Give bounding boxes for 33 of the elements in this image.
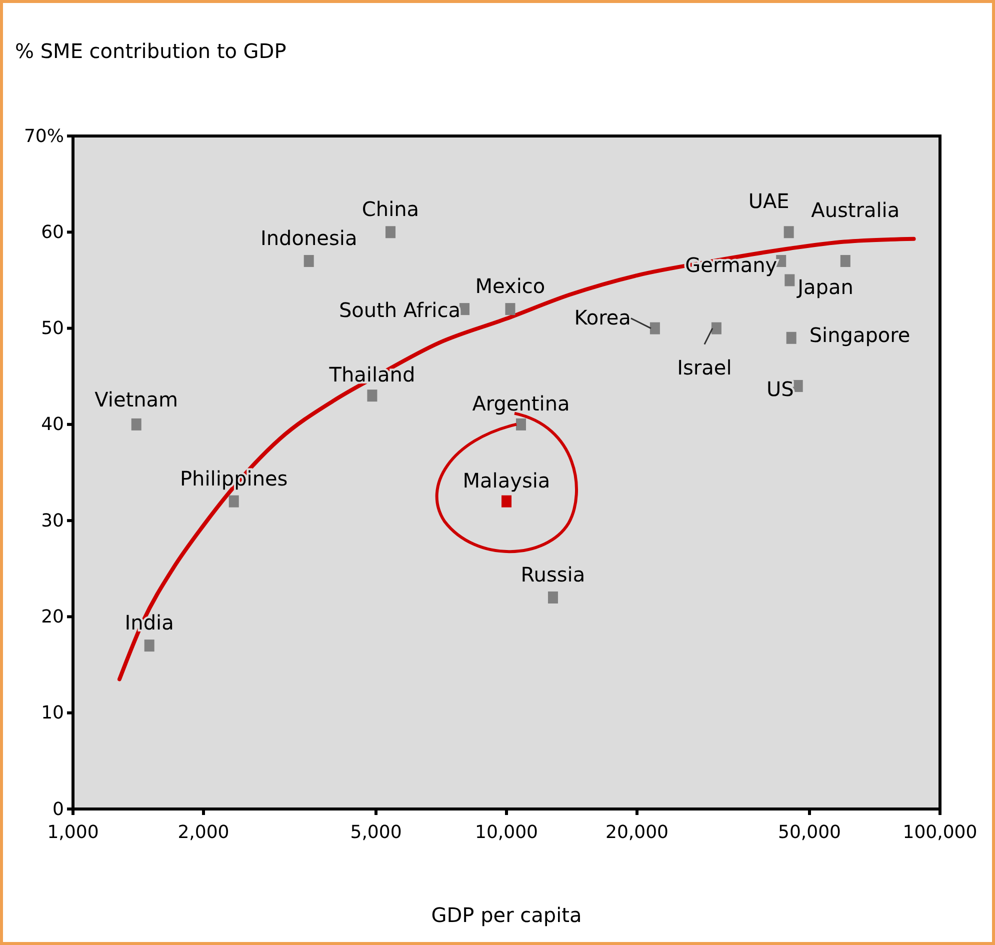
x-tick-label: 10,000 bbox=[475, 822, 538, 843]
annotation: Malaysia bbox=[462, 468, 550, 492]
annotation: Argentina bbox=[472, 391, 570, 416]
y-tick-label: 20 bbox=[41, 606, 64, 628]
annotation: Mexico bbox=[475, 274, 546, 298]
y-tick-label: 70% bbox=[24, 126, 64, 147]
x-tick-label: 50,000 bbox=[778, 822, 841, 843]
annotation: Russia bbox=[520, 562, 586, 586]
annotation: Japan bbox=[796, 275, 854, 300]
y-tick-label: 30 bbox=[41, 510, 64, 532]
y-tick-label: 40 bbox=[41, 414, 64, 436]
x-tick-label: 5,000 bbox=[350, 822, 402, 843]
x-tick-label: 2,000 bbox=[178, 822, 230, 843]
annotation: China bbox=[362, 197, 420, 222]
x-tick-label: 20,000 bbox=[606, 822, 668, 843]
x-axis-title: GDP per capita bbox=[431, 903, 582, 927]
x-tick-label: 100,000 bbox=[902, 822, 978, 843]
y-tick-label: 50 bbox=[41, 318, 64, 340]
y-tick-label: 60 bbox=[41, 222, 64, 243]
annotation: Singapore bbox=[809, 322, 910, 347]
y-tick-label: 0 bbox=[52, 798, 64, 820]
y-tick-label: 10 bbox=[41, 702, 64, 724]
annotation: Vietnam bbox=[94, 387, 178, 412]
annotation: Indonesia bbox=[260, 226, 358, 250]
x-tick-label: 1,000 bbox=[47, 822, 99, 843]
y-axis-title: % SME contribution to GDP bbox=[15, 39, 286, 63]
annotation: Israel bbox=[677, 355, 732, 380]
annotation: South Africa bbox=[338, 298, 460, 322]
annotation: Australia bbox=[811, 198, 900, 222]
annotation: US bbox=[766, 376, 794, 401]
annotation: UAE bbox=[748, 189, 790, 214]
annotation: Germany bbox=[685, 252, 778, 277]
annotation: Korea bbox=[574, 305, 631, 330]
